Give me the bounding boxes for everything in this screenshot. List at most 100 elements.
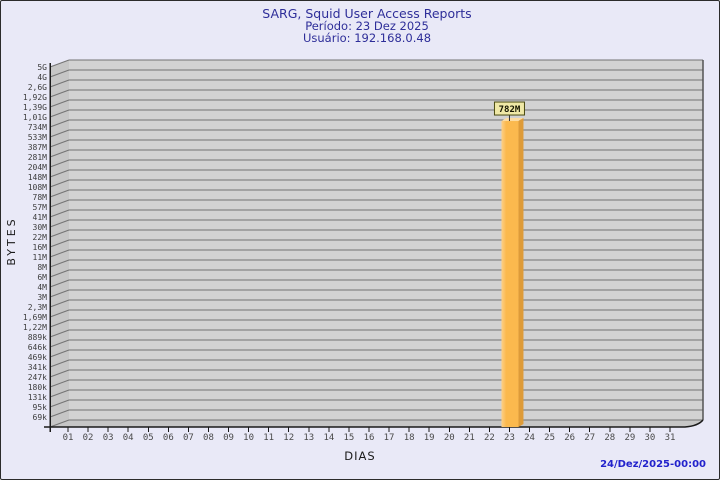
y-tick-label: 8M: [37, 263, 47, 272]
y-tick-label: 1,39G: [23, 103, 47, 112]
x-tick-label: 26: [564, 433, 575, 443]
y-tick-label: 247k: [28, 373, 47, 382]
x-tick-label: 31: [665, 433, 676, 443]
y-tick-label: 1,69M: [23, 313, 47, 322]
y-tick-label: 281M: [28, 153, 47, 162]
wall-diagonal: [49, 409, 70, 418]
wall-diagonal: [49, 199, 70, 208]
y-tick-label: 1,22M: [23, 323, 47, 332]
y-tick-label: 2,3M: [28, 303, 47, 312]
y-tick-label: 148M: [28, 173, 47, 182]
y-tick-label: 22M: [33, 233, 48, 242]
chart-header: SARG, Squid User Access Reports Período:…: [7, 6, 719, 45]
x-tick-label: 04: [123, 433, 134, 443]
y-tick-label: 1,01G: [23, 113, 47, 122]
x-tick-label: 07: [183, 433, 194, 443]
x-tick-label: 24: [524, 433, 535, 443]
y-tick-label: 30M: [33, 223, 48, 232]
wall-diagonal: [49, 69, 70, 78]
wall-diagonal: [49, 129, 70, 138]
y-tick-label: 889k: [28, 333, 47, 342]
y-tick-label: 180k: [28, 383, 47, 392]
x-tick-label: 06: [163, 433, 174, 443]
wall-diagonal: [49, 329, 70, 338]
y-tick-label: 2,6G: [28, 83, 47, 92]
x-axis-title: DIAS: [344, 449, 376, 463]
wall-diagonal: [49, 269, 70, 278]
y-tick-label: 69k: [33, 413, 48, 422]
x-tick-label: 13: [303, 433, 314, 443]
y-tick-label: 533M: [28, 133, 47, 142]
wall-diagonal: [49, 319, 70, 328]
wall-diagonal: [49, 349, 70, 358]
y-tick-label: 16M: [33, 243, 48, 252]
wall-diagonal: [49, 239, 70, 248]
wall-diagonal: [49, 399, 70, 408]
x-tick-label: 21: [464, 433, 475, 443]
wall-diagonal: [49, 249, 70, 258]
bar-value-label: 782M: [499, 105, 521, 115]
x-tick-label: 27: [584, 433, 595, 443]
x-tick-label: 23: [504, 433, 515, 443]
x-tick-label: 19: [424, 433, 435, 443]
bar-side-face: [518, 118, 524, 428]
x-tick-label: 03: [103, 433, 114, 443]
x-tick-label: 08: [203, 433, 214, 443]
wall-diagonal: [49, 109, 70, 118]
wall-diagonal: [49, 359, 70, 368]
wall-diagonal: [49, 189, 70, 198]
wall-diagonal: [49, 119, 70, 128]
x-tick-label: 30: [645, 433, 656, 443]
wall-diagonal: [49, 229, 70, 238]
y-tick-label: 5G: [37, 63, 47, 72]
y-tick-label: 734M: [28, 123, 47, 132]
bar-top-face: [501, 118, 524, 122]
x-tick-label: 18: [404, 433, 415, 443]
wall-diagonal: [49, 59, 70, 68]
chart-title: SARG, Squid User Access Reports: [262, 6, 472, 21]
y-tick-label: 387M: [28, 143, 47, 152]
y-tick-label: 204M: [28, 163, 47, 172]
wall-diagonal: [49, 99, 70, 108]
wall-diagonal: [49, 219, 70, 228]
x-tick-label: 09: [223, 433, 234, 443]
wall-diagonal: [49, 89, 70, 98]
x-tick-label: 16: [364, 433, 375, 443]
wall-diagonal: [49, 149, 70, 158]
wall-diagonal: [49, 339, 70, 348]
y-tick-label: 469k: [28, 353, 47, 362]
x-axis-line: [44, 419, 704, 428]
y-tick-label: 4G: [37, 73, 47, 82]
bar-day-23: [501, 121, 519, 428]
x-tick-label: 05: [143, 433, 154, 443]
chart-subtitle-user: Usuário: 192.168.0.48: [302, 31, 432, 45]
wall-diagonal: [49, 139, 70, 148]
wall-diagonal: [49, 159, 70, 168]
y-tick-label: 4M: [37, 283, 47, 292]
wall-diagonal: [49, 369, 70, 378]
wall-diagonal: [49, 299, 70, 308]
y-tick-label: 6M: [37, 273, 47, 282]
y-tick-label: 11M: [33, 253, 48, 262]
x-tick-label: 12: [283, 433, 294, 443]
wall-diagonal: [49, 389, 70, 398]
x-tick-label: 28: [604, 433, 615, 443]
bar-value-box: [493, 101, 525, 116]
y-tick-label: 341k: [28, 363, 47, 372]
wall-diagonal: [49, 209, 70, 218]
wall-diagonal: [49, 169, 70, 178]
y-tick-label: 646k: [28, 343, 47, 352]
y-tick-label: 41M: [33, 213, 48, 222]
x-tick-label: 14: [323, 433, 334, 443]
wall-diagonal: [49, 419, 70, 428]
x-tick-label: 10: [243, 433, 254, 443]
wall-diagonal: [49, 259, 70, 268]
wall-diagonal: [49, 179, 70, 188]
plot-floor: [50, 420, 703, 427]
x-tick-label: 17: [384, 433, 395, 443]
y-tick-label: 57M: [33, 203, 48, 212]
x-tick-label: 20: [444, 433, 455, 443]
wall-diagonal: [49, 309, 70, 318]
x-tick-label: 29: [624, 433, 635, 443]
